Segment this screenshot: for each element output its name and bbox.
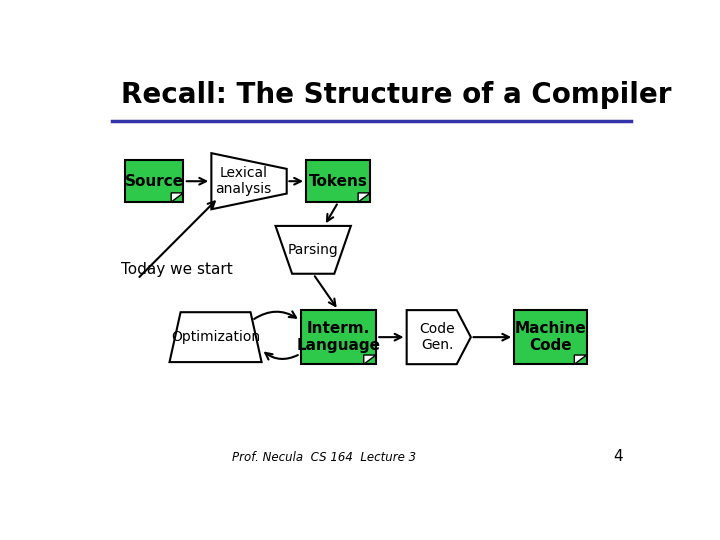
Polygon shape [212,153,287,210]
Text: Source: Source [125,174,184,188]
Polygon shape [301,310,376,364]
Polygon shape [575,355,587,364]
Polygon shape [407,310,471,364]
Polygon shape [169,312,261,362]
Text: Optimization: Optimization [171,330,260,344]
Polygon shape [125,160,184,202]
Polygon shape [514,310,587,364]
Text: Machine
Code: Machine Code [515,321,586,353]
Text: Code
Gen.: Code Gen. [420,322,455,352]
Polygon shape [364,355,376,364]
Polygon shape [306,160,370,202]
Text: Tokens: Tokens [309,174,368,188]
Text: Prof. Necula  CS 164  Lecture 3: Prof. Necula CS 164 Lecture 3 [233,451,416,464]
Text: Interm.
Language: Interm. Language [297,321,380,353]
Polygon shape [171,193,184,202]
Text: Today we start: Today we start [121,262,233,278]
Polygon shape [276,226,351,274]
Text: Recall: The Structure of a Compiler: Recall: The Structure of a Compiler [121,82,671,110]
Text: Lexical
analysis: Lexical analysis [215,166,271,197]
Text: 4: 4 [613,449,623,464]
Polygon shape [358,193,370,202]
Text: Parsing: Parsing [288,243,338,257]
